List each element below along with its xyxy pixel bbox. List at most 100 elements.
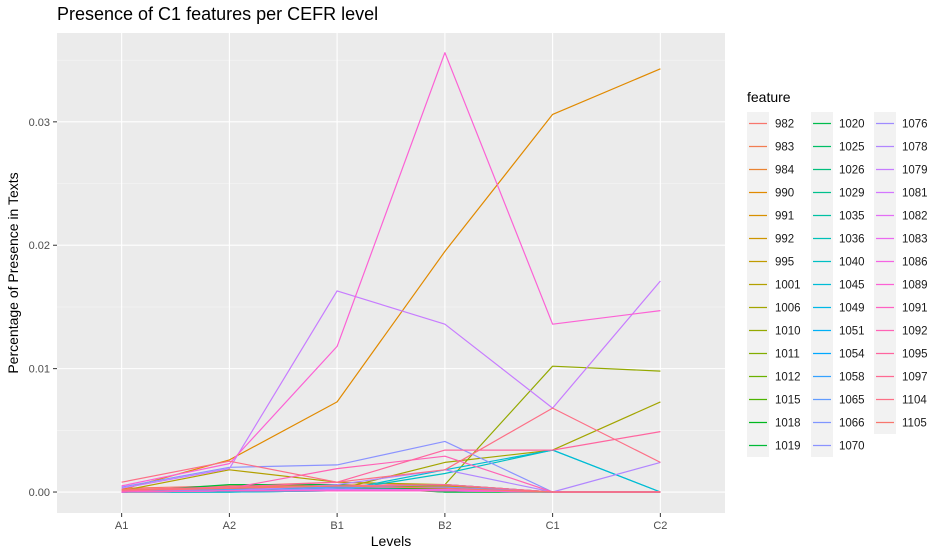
x-axis-title: Levels <box>371 533 411 549</box>
legend-label: 992 <box>775 234 794 246</box>
legend-label: 1076 <box>902 119 928 131</box>
series-line-1095 <box>121 431 661 491</box>
legend-item: 1070 <box>811 434 865 457</box>
legend-label: 1025 <box>839 142 865 154</box>
legend-item: 1051 <box>811 319 865 342</box>
legend-label: 1086 <box>902 257 928 269</box>
chart-title: Presence of C1 features per CEFR level <box>57 4 378 24</box>
x-tick-label: A2 <box>223 520 236 532</box>
legend-label: 982 <box>775 119 794 131</box>
legend-label: 1011 <box>775 349 800 361</box>
legend-item: 1010 <box>747 319 801 342</box>
x-axis-ticks: A1 A2 B1 B2 C1 C2 <box>115 513 667 532</box>
legend-item: 1049 <box>811 296 865 319</box>
legend-label: 1104 <box>902 395 927 407</box>
legend-label: 1001 <box>775 280 801 292</box>
legend-item: 1078 <box>874 135 928 158</box>
major-gridlines <box>57 33 725 513</box>
x-tick-label: C2 <box>653 520 667 532</box>
legend-item: 1011 <box>747 342 800 365</box>
y-tick-label: 0.03 <box>29 117 50 129</box>
legend-title: feature <box>747 89 791 105</box>
legend-item: 1045 <box>811 273 865 296</box>
y-tick-label: 0.00 <box>29 487 50 499</box>
legend-item: 1076 <box>874 112 928 135</box>
y-axis-title: Percentage of Presence in Texts <box>5 172 21 373</box>
legend-item: 991 <box>747 204 794 227</box>
legend-label: 1020 <box>839 119 865 131</box>
series-line-1079 <box>121 280 661 489</box>
legend-label: 983 <box>775 142 794 154</box>
legend-label: 1078 <box>902 142 928 154</box>
x-tick-label: B1 <box>330 520 343 532</box>
y-tick-label: 0.02 <box>29 240 50 252</box>
legend-item: 984 <box>747 158 795 181</box>
legend-label: 1036 <box>839 234 865 246</box>
legend-label: 1051 <box>839 326 865 338</box>
legend-label: 1054 <box>839 349 865 361</box>
legend-item: 1018 <box>747 411 801 434</box>
legend-label: 1079 <box>902 165 928 177</box>
series-line-1089 <box>121 52 661 487</box>
x-tick-label: C1 <box>546 520 560 532</box>
legend-item: 1104 <box>874 388 927 411</box>
legend-label: 1006 <box>775 303 801 315</box>
legend-label: 1012 <box>775 372 801 384</box>
x-tick-label: B2 <box>438 520 451 532</box>
legend-item: 1086 <box>874 250 928 273</box>
legend-label: 1040 <box>839 257 865 269</box>
legend-label: 1095 <box>902 349 928 361</box>
legend-label: 1045 <box>839 280 865 292</box>
legend-item: 992 <box>747 227 794 250</box>
legend-item: 1079 <box>874 158 928 181</box>
legend-item: 995 <box>747 250 794 273</box>
legend-item: 1083 <box>874 227 928 250</box>
legend-item: 1001 <box>747 273 801 296</box>
legend-label: 1070 <box>839 441 865 453</box>
legend-item: 982 <box>747 112 794 135</box>
legend-item: 1040 <box>811 250 865 273</box>
legend-item: 1029 <box>811 181 865 204</box>
x-tick-label: A1 <box>115 520 128 532</box>
legend-label: 1089 <box>902 280 928 292</box>
legend-label: 991 <box>775 211 794 223</box>
legend-label: 1018 <box>775 418 801 430</box>
legend-item: 1012 <box>747 365 801 388</box>
legend-item: 1105 <box>874 411 927 434</box>
series-line-1105 <box>121 485 661 493</box>
minor-gridlines <box>57 59 725 431</box>
legend-label: 1065 <box>839 395 865 407</box>
legend-label: 1058 <box>839 372 865 384</box>
legend-label: 1015 <box>775 395 801 407</box>
legend-label: 1097 <box>902 372 928 384</box>
legend-label: 984 <box>775 165 795 177</box>
legend-item: 1082 <box>874 204 928 227</box>
legend-item: 1019 <box>747 434 801 457</box>
legend-label: 1035 <box>839 211 865 223</box>
legend-item: 1006 <box>747 296 801 319</box>
legend-label: 1019 <box>775 441 801 453</box>
y-axis-ticks: 0.00 0.01 0.02 0.03 <box>29 117 57 499</box>
legend-item: 1091 <box>874 296 928 319</box>
legend-item: 1054 <box>811 342 865 365</box>
legend-label: 1049 <box>839 303 865 315</box>
series-line-1045 <box>121 449 661 493</box>
plot-panel <box>57 33 725 513</box>
legend-item: 1097 <box>874 365 928 388</box>
legend-label: 1091 <box>902 303 928 315</box>
y-tick-label: 0.01 <box>29 364 50 376</box>
legend-item: 1089 <box>874 273 928 296</box>
legend-item: 1036 <box>811 227 865 250</box>
legend-item: 1025 <box>811 135 865 158</box>
legend-label: 1092 <box>902 326 928 338</box>
legend-label: 1081 <box>902 188 928 200</box>
legend-label: 1083 <box>902 234 928 246</box>
legend-item: 1026 <box>811 158 865 181</box>
legend-item: 1020 <box>811 112 865 135</box>
legend-item: 1015 <box>747 388 801 411</box>
legend-label: 1029 <box>839 188 865 200</box>
legend-item: 1035 <box>811 204 865 227</box>
legend-item: 990 <box>747 181 794 204</box>
legend-label: 995 <box>775 257 794 269</box>
